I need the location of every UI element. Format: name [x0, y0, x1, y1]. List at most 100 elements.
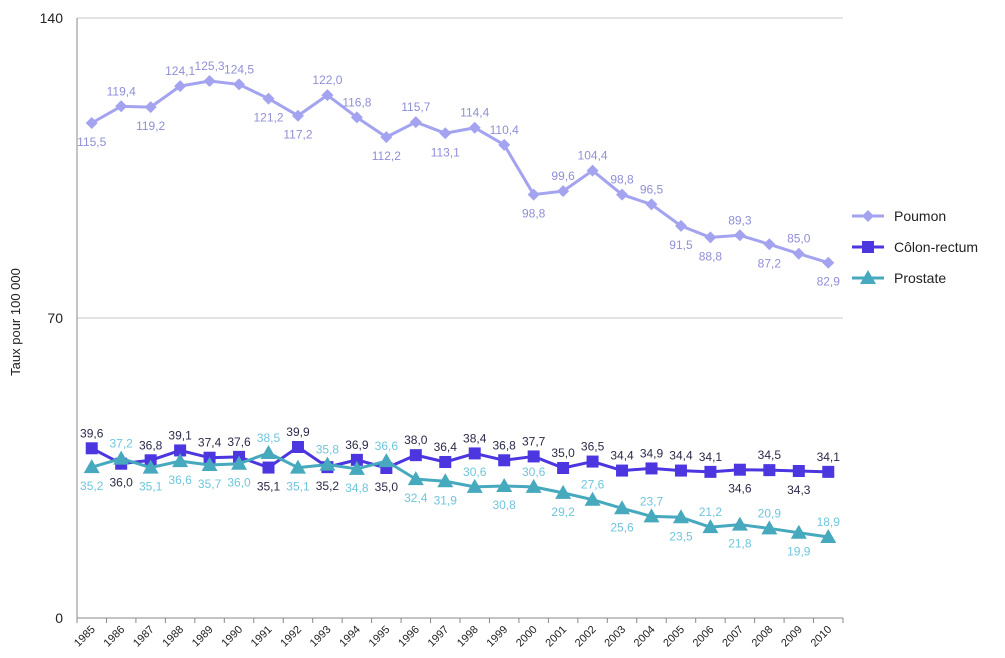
data-label: 115,7	[401, 100, 430, 114]
data-point	[733, 463, 746, 476]
data-label: 39,9	[286, 425, 310, 439]
data-label: 35,7	[198, 477, 222, 491]
data-point	[380, 131, 393, 144]
data-label: 34,8	[345, 481, 369, 495]
data-label: 27,6	[581, 478, 605, 492]
data-label: 113,1	[431, 145, 460, 159]
data-label: 37,6	[227, 435, 251, 449]
legend-item-poumon: Poumon	[852, 208, 946, 224]
x-tick-label: 2009	[779, 624, 805, 650]
x-tick-label: 1989	[190, 624, 216, 650]
data-label: 119,2	[136, 119, 165, 133]
x-tick-label: 2004	[632, 624, 658, 650]
x-tick-label: 1996	[396, 624, 422, 650]
data-point	[262, 461, 275, 474]
data-label: 37,4	[198, 436, 222, 450]
data-point	[231, 455, 248, 470]
data-label: 114,4	[460, 106, 489, 120]
y-tick-label: 140	[40, 10, 64, 26]
data-point	[439, 456, 452, 468]
data-point	[792, 465, 805, 477]
data-label: 96,5	[640, 182, 664, 196]
data-label: 34,4	[669, 449, 693, 463]
data-point	[704, 231, 717, 244]
data-point	[319, 456, 336, 471]
data-label: 34,1	[699, 450, 723, 464]
data-label: 38,5	[257, 431, 281, 445]
legend-label: Prostate	[894, 270, 946, 286]
data-point	[862, 241, 874, 253]
data-label: 122,0	[312, 73, 342, 87]
data-point	[645, 462, 658, 475]
legend-label: Côlon-rectum	[894, 239, 978, 255]
series-line-prostate	[91, 451, 829, 539]
data-label: 32,4	[404, 491, 428, 505]
data-label: 82,9	[817, 275, 841, 289]
x-tick-label: 1988	[160, 624, 186, 650]
x-tick-label: 1987	[131, 624, 157, 650]
data-label: 36,0	[227, 476, 251, 490]
data-label: 35,1	[286, 480, 310, 494]
data-label: 125,3	[195, 59, 225, 73]
data-label: 36,5	[581, 440, 605, 454]
data-point	[822, 256, 835, 269]
data-label: 36,9	[345, 438, 369, 452]
data-point	[496, 478, 513, 492]
data-point	[557, 185, 570, 198]
data-label: 35,0	[375, 480, 399, 494]
data-point	[407, 471, 424, 486]
data-point	[378, 453, 395, 468]
data-label: 35,1	[257, 480, 281, 494]
data-point	[144, 101, 157, 114]
data-point	[525, 478, 542, 493]
data-point	[763, 464, 776, 477]
data-point	[792, 247, 805, 260]
x-tick-label: 1985	[72, 624, 98, 650]
data-point	[820, 529, 837, 543]
data-point	[203, 75, 216, 87]
data-label: 38,0	[404, 433, 428, 447]
data-label: 30,8	[493, 498, 517, 512]
data-label: 88,8	[699, 249, 723, 263]
x-tick-label: 1991	[249, 624, 275, 650]
data-point	[763, 238, 776, 251]
data-label: 29,2	[551, 505, 575, 519]
data-point	[437, 473, 454, 488]
series-poumon	[85, 75, 835, 269]
data-point	[85, 117, 98, 129]
data-label: 124,5	[224, 62, 254, 76]
data-point	[672, 509, 689, 524]
data-label: 110,4	[490, 123, 519, 137]
data-point	[645, 198, 658, 211]
data-label: 34,4	[610, 449, 634, 463]
data-label: 34,6	[728, 482, 752, 496]
data-point	[586, 164, 599, 177]
legend-item-c-lon-rectum: Côlon-rectum	[852, 239, 978, 255]
data-label: 35,0	[551, 446, 575, 460]
x-tick-label: 1986	[102, 624, 128, 650]
data-point	[289, 459, 306, 474]
x-tick-label: 2007	[720, 624, 746, 650]
data-label: 91,5	[669, 238, 693, 252]
data-point	[174, 444, 187, 457]
data-label: 39,1	[168, 428, 192, 442]
y-tick-label: 0	[55, 610, 63, 626]
x-tick-label: 1997	[426, 624, 452, 650]
data-point	[555, 484, 572, 499]
data-label: 21,8	[728, 537, 752, 551]
data-point	[83, 459, 100, 474]
data-point	[860, 270, 876, 284]
x-tick-label: 1994	[337, 624, 363, 650]
x-tick-label: 1990	[219, 624, 245, 650]
data-label: 34,1	[817, 450, 841, 464]
data-label: 85,0	[787, 232, 811, 246]
y-axis-title: Taux pour 100 000	[8, 268, 23, 376]
data-label: 21,2	[699, 505, 723, 519]
data-point	[822, 465, 835, 478]
data-point	[409, 449, 422, 462]
data-point	[439, 127, 452, 140]
data-label: 112,2	[372, 149, 401, 163]
data-label: 87,2	[758, 256, 782, 270]
data-label: 39,6	[80, 426, 104, 440]
